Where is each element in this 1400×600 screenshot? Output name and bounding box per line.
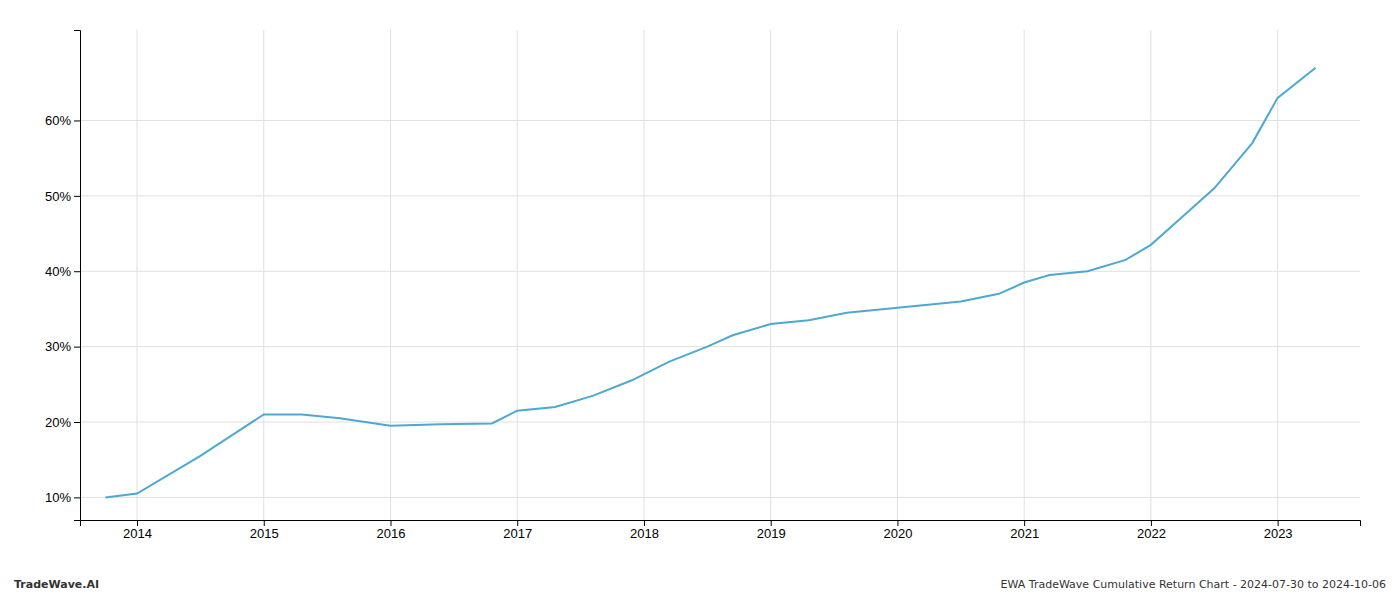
x-axis-tick-label: 2014 xyxy=(123,526,152,541)
x-axis-tick-mark xyxy=(897,520,898,526)
grid-line-y xyxy=(80,346,1360,347)
annotation: EWA TradeWave Cumulative Return Chart - … xyxy=(1001,578,1386,591)
grid-line-x xyxy=(390,30,391,520)
y-axis-tick-label: 30% xyxy=(45,339,71,354)
x-axis-tick: 2023 xyxy=(1264,520,1293,541)
y-axis-tick-label: 60% xyxy=(45,113,71,128)
grid-line-x xyxy=(517,30,518,520)
x-axis-tick-label: 2018 xyxy=(630,526,659,541)
annotation: TradeWave.AI xyxy=(14,578,99,591)
grid-line-y xyxy=(80,422,1360,423)
x-axis-tick: 2014 xyxy=(123,520,152,541)
x-axis-tick: 2018 xyxy=(630,520,659,541)
grid-line-x xyxy=(263,30,264,520)
y-axis-tick: 50% xyxy=(45,189,80,204)
chart-container: 2014 2015 2016 2017 2018 2019 2020 2021 2022 2023… xyxy=(0,0,1400,600)
x-axis-tick-label: 2023 xyxy=(1264,526,1293,541)
x-axis-tick-mark xyxy=(771,520,772,526)
x-axis-line xyxy=(81,521,1361,527)
y-axis-tick-mark xyxy=(74,271,80,272)
y-axis-tick: 60% xyxy=(45,113,80,128)
y-axis-tick-mark xyxy=(74,422,80,423)
y-axis-tick-mark xyxy=(74,196,80,197)
y-axis-tick: 40% xyxy=(45,264,80,279)
y-axis-line xyxy=(74,31,81,521)
grid-line-y xyxy=(80,497,1360,498)
x-axis-tick: 2015 xyxy=(250,520,279,541)
x-axis-tick-label: 2020 xyxy=(883,526,912,541)
x-axis-tick-label: 2021 xyxy=(1010,526,1039,541)
x-axis-tick-mark xyxy=(517,520,518,526)
x-axis-tick-mark xyxy=(1024,520,1025,526)
x-axis-tick: 2020 xyxy=(883,520,912,541)
x-axis-tick: 2019 xyxy=(757,520,786,541)
grid-line-y xyxy=(80,120,1360,121)
x-axis-tick: 2016 xyxy=(377,520,406,541)
y-axis-tick-label: 20% xyxy=(45,415,71,430)
grid-line-x xyxy=(137,30,138,520)
y-axis-tick-mark xyxy=(74,347,80,348)
y-axis-tick-mark xyxy=(74,120,80,121)
grid xyxy=(80,30,1360,520)
y-axis: 10% 20% 30% 40% 50% 60% xyxy=(45,31,81,521)
y-axis-tick-mark xyxy=(74,497,80,498)
y-axis-tick-label: 50% xyxy=(45,189,71,204)
x-axis-tick-label: 2022 xyxy=(1137,526,1166,541)
x-axis-tick: 2021 xyxy=(1010,520,1039,541)
x-axis-tick: 2017 xyxy=(503,520,532,541)
x-axis-tick-mark xyxy=(264,520,265,526)
x-axis-tick-mark xyxy=(390,520,391,526)
y-axis-tick-label: 40% xyxy=(45,264,71,279)
line xyxy=(105,68,1315,498)
grid-line-x xyxy=(897,30,898,520)
chart: 2014 2015 2016 2017 2018 2019 2020 2021 2022 2023… xyxy=(0,0,1400,600)
x-axis-tick-mark xyxy=(1151,520,1152,526)
grid-line-x xyxy=(1024,30,1025,520)
y-axis-tick: 10% xyxy=(45,490,80,505)
y-axis-tick: 20% xyxy=(45,415,80,430)
grid-line-y xyxy=(80,195,1360,196)
x-axis-tick-mark xyxy=(644,520,645,526)
grid-line-y xyxy=(80,271,1360,272)
footer: TradeWave.AI EWA TradeWave Cumulative Ret… xyxy=(14,578,1386,591)
x-axis-tick-mark xyxy=(1278,520,1279,526)
grid-line-x xyxy=(643,30,644,520)
y-axis-tick: 30% xyxy=(45,339,80,354)
x-axis-tick: 2022 xyxy=(1137,520,1166,541)
grid-line-x xyxy=(1277,30,1278,520)
plot-area xyxy=(105,68,1315,498)
x-axis-tick-label: 2019 xyxy=(757,526,786,541)
grid-line-x xyxy=(1150,30,1151,520)
y-axis-tick-label: 10% xyxy=(45,490,71,505)
grid-line-x xyxy=(770,30,771,520)
x-axis-tick-label: 2017 xyxy=(503,526,532,541)
x-axis-tick-mark xyxy=(137,520,138,526)
x-axis-tick-label: 2016 xyxy=(377,526,406,541)
x-axis-tick-label: 2015 xyxy=(250,526,279,541)
x-axis: 2014 2015 2016 2017 2018 2019 2020 2021 2022 2023 xyxy=(81,520,1361,541)
